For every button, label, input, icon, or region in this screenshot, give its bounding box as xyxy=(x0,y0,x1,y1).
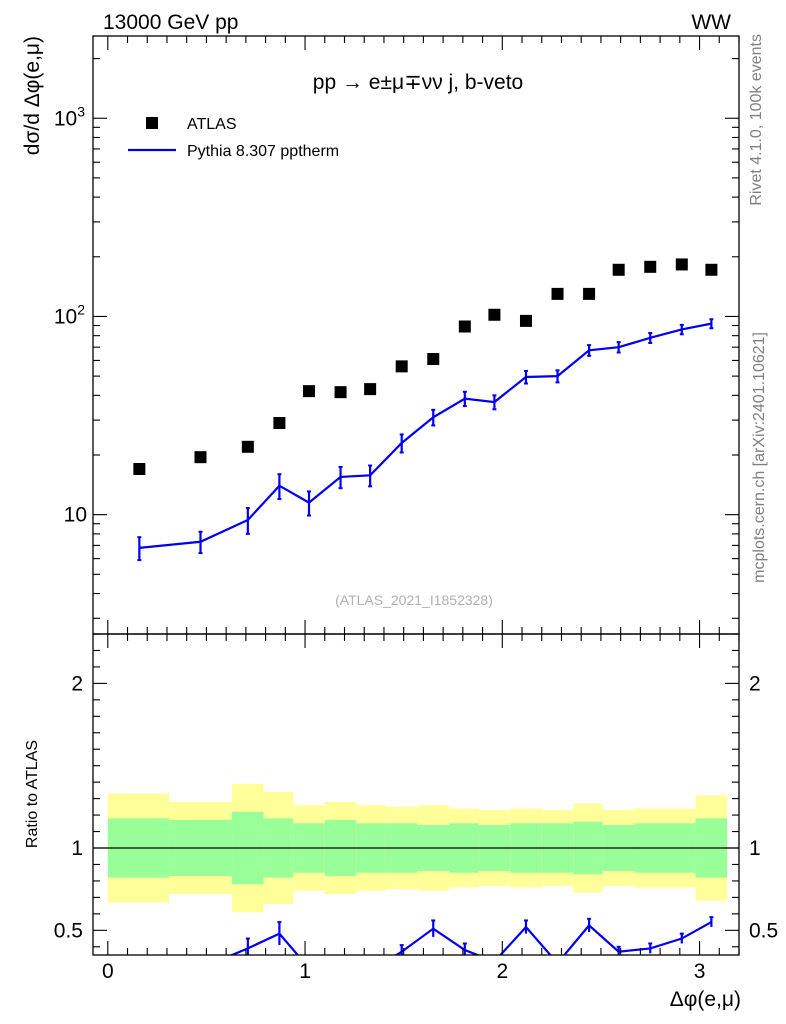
watermark: (ATLAS_2021_I1852328) xyxy=(335,592,493,608)
main-panel: 10 102 103 pp → e±μ∓νν j, b-veto (ATLAS_20… xyxy=(21,35,740,635)
header-energy-label: 13000 GeV pp xyxy=(103,11,238,34)
pythia-line xyxy=(139,322,712,549)
atlas-data-point xyxy=(519,314,532,327)
legend-pythia-label: Pythia 8.307 pptherm xyxy=(187,143,339,160)
ratio-y-tick-label-right: 0.5 xyxy=(749,919,778,942)
atlas-data-point xyxy=(364,383,377,396)
atlas-data-point xyxy=(583,287,596,300)
x-tick-label: 1 xyxy=(299,960,311,983)
ratio-y-tick-label: 0.5 xyxy=(54,919,83,942)
legend: ATLAS Pythia 8.307 pptherm xyxy=(128,116,339,160)
ratio-y-tick-label-right: 1 xyxy=(749,837,761,860)
atlas-data-point xyxy=(302,385,315,398)
atlas-data-point xyxy=(194,451,207,464)
atlas-data-point xyxy=(612,263,625,276)
legend-atlas-marker xyxy=(146,117,158,129)
rivet-version-label: Rivet 4.1.0, 100k events xyxy=(748,34,765,206)
main-title: pp → e±μ∓νν j, b-veto xyxy=(313,71,523,94)
atlas-data-point xyxy=(488,308,501,321)
ratio-panel-frame xyxy=(92,633,740,956)
ratio-series-group xyxy=(229,916,714,955)
x-axis-label: Δφ(e,μ) xyxy=(670,988,741,1011)
atlas-data-point xyxy=(241,440,254,453)
ratio-panel: 0.5 0.5 1 1 2 2 0 1 2 3 Ratio to ATLAS Δφ(e,μ) xyxy=(24,633,778,1011)
mcplots-label: mcplots.cern.ch [arXiv:2401.10621] xyxy=(751,332,768,583)
atlas-data-point xyxy=(334,386,347,399)
ratio-y-tick-label: 1 xyxy=(71,837,83,860)
main-y-tick-label: 102 xyxy=(54,301,85,328)
atlas-data-point xyxy=(427,353,440,366)
atlas-data-point xyxy=(273,417,286,430)
ratio-line xyxy=(229,921,712,955)
atlas-data-point xyxy=(551,287,564,300)
ratio-y-tick-label-right: 2 xyxy=(749,672,761,695)
ratio-y-axis-label: Ratio to ATLAS xyxy=(24,740,41,848)
main-y-tick-label: 103 xyxy=(54,103,85,130)
main-y-axis-label: dσ/d Δφ(e,μ) xyxy=(21,36,44,155)
atlas-data-point xyxy=(675,258,688,271)
x-tick-label: 3 xyxy=(694,960,706,983)
x-tick-label: 0 xyxy=(102,960,114,983)
atlas-data-point xyxy=(458,320,471,333)
atlas-data-point xyxy=(705,263,718,276)
header-process-label: WW xyxy=(691,11,731,34)
x-tick-label: 2 xyxy=(496,960,508,983)
atlas-data-point xyxy=(395,360,408,373)
main-y-tick-label: 10 xyxy=(64,504,87,527)
ratio-y-tick-label: 2 xyxy=(71,672,83,695)
atlas-data-point xyxy=(133,462,146,475)
legend-atlas-label: ATLAS xyxy=(187,116,237,133)
atlas-data-point xyxy=(644,260,657,273)
